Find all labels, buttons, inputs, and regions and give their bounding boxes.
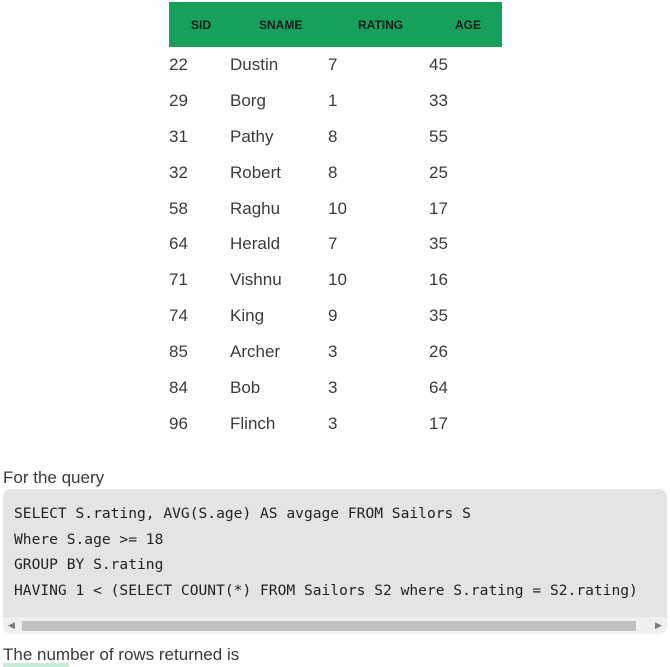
cell-sname: Robert [230, 162, 282, 182]
table-row: 58 Raghu 10 17 [169, 191, 502, 227]
cell-age: 55 [429, 126, 448, 146]
header-rating: RATING [358, 17, 404, 32]
cell-rating: 3 [328, 377, 338, 397]
cell-rating: 3 [328, 342, 338, 362]
cell-rating: 10 [328, 270, 347, 290]
scrollbar-thumb[interactable] [22, 621, 636, 631]
cell-rating: 7 [328, 54, 338, 74]
cell-sname: Archer [230, 342, 281, 362]
table-row: 71 Vishnu 10 16 [169, 262, 502, 298]
cell-sname: Dustin [230, 54, 279, 74]
cell-rating: 8 [328, 126, 338, 146]
cell-age: 45 [429, 54, 448, 74]
cell-sid: 22 [169, 54, 188, 74]
caret-left-icon[interactable]: ◀ [8, 620, 15, 630]
cell-age: 35 [429, 234, 448, 254]
cell-sid: 31 [169, 126, 188, 146]
cell-sname: King [230, 306, 265, 326]
header-age: AGE [455, 17, 482, 32]
cell-sid: 29 [169, 90, 188, 110]
result-text: The number of rows returned is [3, 645, 240, 664]
cell-sid: 71 [169, 270, 188, 290]
cell-age: 33 [429, 90, 448, 110]
cell-rating: 3 [328, 413, 338, 433]
cell-rating: 10 [328, 198, 347, 218]
cell-sid: 64 [169, 234, 188, 254]
header-sname: SNAME [259, 17, 303, 32]
cell-age: 16 [429, 270, 448, 290]
code-line: GROUP BY S.rating [14, 556, 164, 574]
cell-sname: Borg [230, 90, 266, 110]
code-line: HAVING 1 < (SELECT COUNT(*) FROM Sailors… [14, 581, 638, 599]
caret-right-icon[interactable]: ▶ [655, 620, 662, 630]
cell-age: 25 [429, 162, 448, 182]
answer-highlight [3, 663, 69, 667]
cell-age: 17 [429, 198, 448, 218]
table-row: 64 Herald 7 35 [169, 226, 502, 262]
code-block: SELECT S.rating, AVG(S.age) AS avgage FR… [3, 489, 667, 634]
cell-sname: Flinch [230, 413, 276, 433]
cell-sid: 85 [169, 342, 188, 362]
cell-rating: 7 [328, 234, 338, 254]
cell-age: 17 [429, 413, 448, 433]
cell-sid: 58 [169, 198, 188, 218]
table-header-row: SID SNAME RATING AGE [169, 2, 502, 47]
cell-rating: 9 [328, 306, 338, 326]
cell-sname: Raghu [230, 198, 281, 218]
table-row: 22 Dustin 7 45 [169, 47, 502, 83]
table-row: 29 Borg 1 33 [169, 83, 502, 119]
cell-rating: 8 [328, 162, 338, 182]
cell-age: 64 [429, 377, 448, 397]
table-row: 84 Bob 3 64 [169, 370, 502, 406]
cell-sid: 96 [169, 413, 188, 433]
cell-age: 35 [429, 306, 448, 326]
horizontal-scrollbar[interactable]: ◀ ▶ [3, 617, 667, 634]
table-row: 85 Archer 3 26 [169, 334, 502, 370]
cell-sname: Bob [230, 377, 261, 397]
sailors-table: SID SNAME RATING AGE 22 Dustin 7 45 29 Borg 1 3… [169, 2, 502, 442]
header-sid: SID [191, 17, 212, 32]
cell-sid: 84 [169, 377, 188, 397]
table-row: 96 Flinch 3 17 [169, 406, 502, 442]
code-line: Where S.age >= 18 [14, 530, 164, 548]
cell-age: 26 [429, 342, 448, 362]
cell-sname: Pathy [230, 126, 274, 146]
table-body: 22 Dustin 7 45 29 Borg 1 33 31 Pathy 8 55 32 Robert 8 2… [169, 47, 502, 442]
query-label: For the query [3, 468, 105, 487]
cell-sid: 74 [169, 306, 188, 326]
table-row: 31 Pathy 8 55 [169, 119, 502, 155]
table-row: 32 Robert 8 25 [169, 155, 502, 191]
code-line: SELECT S.rating, AVG(S.age) AS avgage FR… [14, 505, 471, 522]
table-row: 74 King 9 35 [169, 298, 502, 334]
cell-sname: Herald [230, 234, 281, 254]
cell-sname: Vishnu [230, 270, 282, 290]
cell-rating: 1 [328, 90, 338, 110]
cell-sid: 32 [169, 162, 188, 182]
code-lines: SELECT S.rating, AVG(S.age) AS avgage FR… [14, 501, 638, 603]
